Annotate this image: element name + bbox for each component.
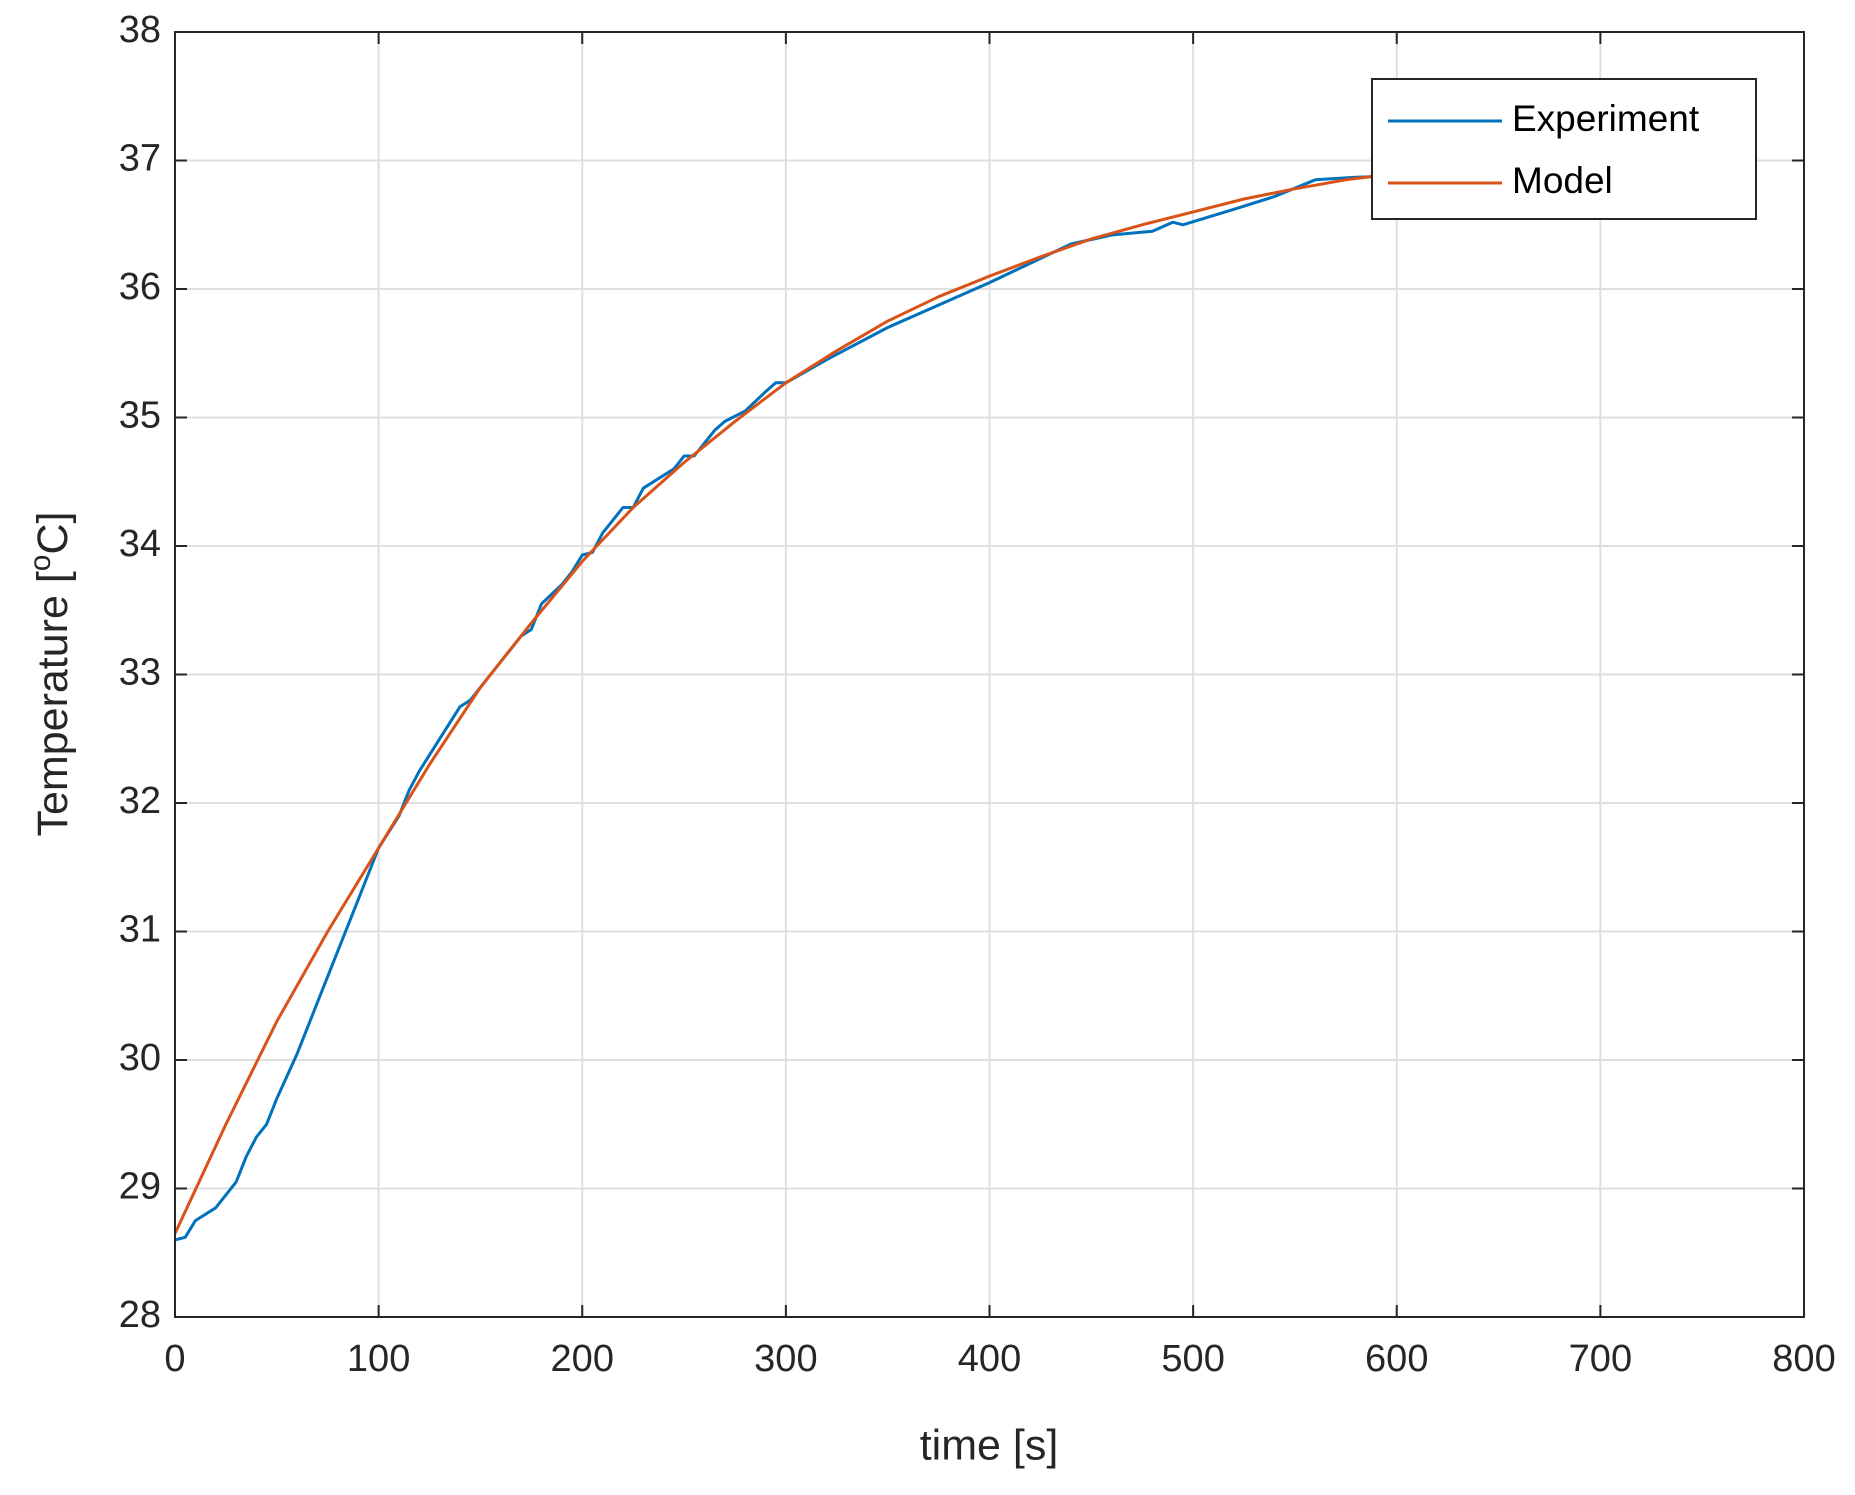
x-tick-label: 800 bbox=[1772, 1338, 1835, 1380]
plot-frame bbox=[174, 31, 1805, 1318]
x-tick-label: 500 bbox=[1161, 1338, 1224, 1380]
y-tick-label: 37 bbox=[119, 138, 161, 180]
x-tick-label: 700 bbox=[1569, 1338, 1632, 1380]
y-label-sup: o bbox=[24, 555, 57, 572]
x-tick-label: 400 bbox=[958, 1338, 1021, 1380]
x-tick-label: 100 bbox=[347, 1338, 410, 1380]
y-tick-label: 31 bbox=[119, 909, 161, 951]
y-tick-label: 29 bbox=[119, 1166, 161, 1208]
legend-box bbox=[1371, 78, 1757, 220]
y-tick-label: 30 bbox=[119, 1037, 161, 1079]
data-line bbox=[173, 171, 1397, 1235]
legend-label: Experiment bbox=[1512, 98, 1700, 139]
y-tick-label: 38 bbox=[119, 9, 161, 51]
y-label-part: C] bbox=[29, 512, 77, 555]
x-tick-label: 0 bbox=[164, 1338, 185, 1380]
x-tick-label: 300 bbox=[754, 1338, 817, 1380]
legend-label: Model bbox=[1512, 160, 1613, 201]
x-tick-label: 600 bbox=[1365, 1338, 1428, 1380]
y-axis-label: Temperature [oC] bbox=[24, 512, 77, 837]
x-axis-label: time [s] bbox=[920, 1421, 1059, 1469]
data-line bbox=[174, 174, 1397, 1242]
x-tick-label: 200 bbox=[551, 1338, 614, 1380]
y-label-part: Temperature [ bbox=[29, 571, 77, 836]
y-tick-label: 35 bbox=[119, 395, 161, 437]
y-tick-label: 32 bbox=[119, 780, 161, 822]
y-tick-label: 33 bbox=[119, 652, 161, 694]
y-tick-label: 34 bbox=[119, 523, 161, 565]
y-tick-label: 28 bbox=[119, 1294, 161, 1336]
y-tick-label: 36 bbox=[119, 266, 161, 308]
